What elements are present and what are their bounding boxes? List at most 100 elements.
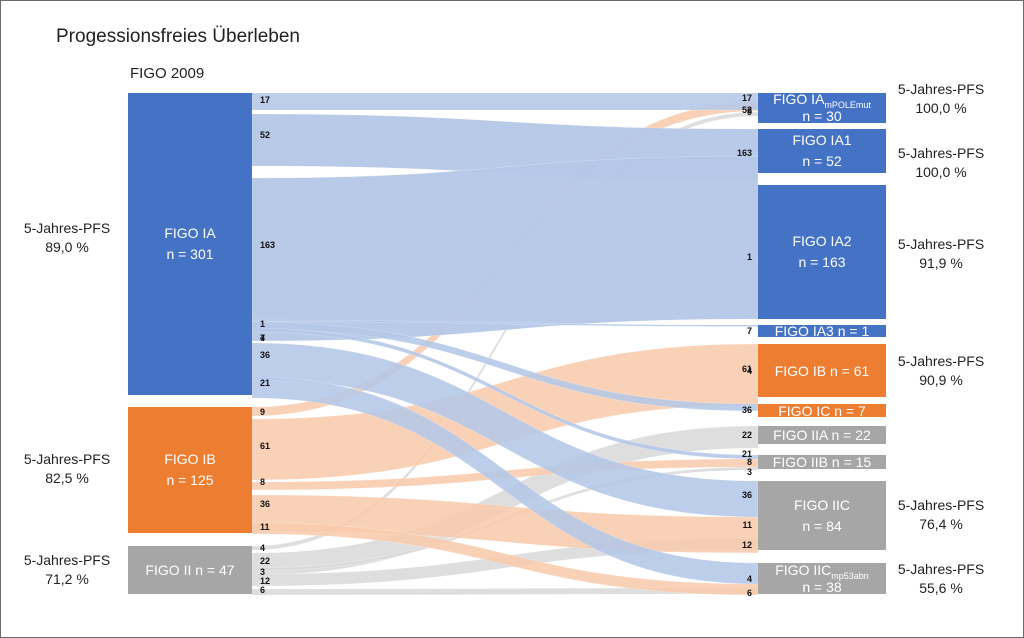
flow-count-right: 52 xyxy=(741,105,752,115)
node-figo-iic-mp53abn: FIGO IICmp53abn n = 38 xyxy=(758,561,886,595)
flow-count-right: 4 xyxy=(746,574,752,584)
node-figo-ia-mpolemut-sub: mPOLEmut xyxy=(824,100,871,110)
node-figo-iic-n: n = 84 xyxy=(802,517,842,534)
node-figo-ic-name: FIGO IC n = 7 xyxy=(778,402,866,419)
flow-count-right: 6 xyxy=(746,588,752,598)
flow-count-right: 17 xyxy=(741,93,752,103)
pfs-label: 5-Jahres-PFS xyxy=(897,561,985,577)
pfs-value: 91,9 % xyxy=(919,255,963,271)
flow-count-right: 22 xyxy=(741,430,752,440)
flow-count-left: 9 xyxy=(260,407,266,417)
pfs-figo-ia1: 5-Jahres-PFS 100,0 % xyxy=(886,144,996,182)
pfs-label: 5-Jahres-PFS xyxy=(897,145,985,161)
flow-count-left: 36 xyxy=(260,499,271,509)
node-figo-ii-2009: FIGO II n = 47 xyxy=(128,546,252,594)
pfs-figo-ia-2009: 5-Jahres-PFS 89,0 % xyxy=(12,219,122,257)
pfs-figo-ii-2009: 5-Jahres-PFS 71,2 % xyxy=(12,551,122,589)
pfs-value: 90,9 % xyxy=(919,372,963,388)
node-figo-ic: FIGO IC n = 7 xyxy=(758,402,886,419)
node-figo-iib-name: FIGO IIB n = 15 xyxy=(772,454,872,470)
pfs-label: 5-Jahres-PFS xyxy=(23,552,111,568)
flow-band xyxy=(251,92,759,111)
flow-band xyxy=(251,522,759,596)
node-figo-iic-mp53abn-name: FIGO IIC xyxy=(775,561,832,578)
flow-count-right: 36 xyxy=(741,490,752,500)
node-figo-ia1: FIGO IA1 n = 52 xyxy=(758,129,886,173)
flow-count-right: 8 xyxy=(746,457,752,467)
figure-title: Progessionsfreies Überleben xyxy=(56,26,300,47)
node-figo-ib-name: FIGO IB n = 61 xyxy=(774,362,870,379)
node-figo-ia-mpolemut: FIGO IAmPOLEmut n = 30 xyxy=(758,91,886,124)
node-figo-iic-mp53abn-n: n = 38 xyxy=(802,578,842,595)
pfs-label: 5-Jahres-PFS xyxy=(897,497,985,513)
flow-count-right: 11 xyxy=(742,520,752,530)
node-figo-ia-2009-n: n = 301 xyxy=(166,246,214,262)
pfs-label: 5-Jahres-PFS xyxy=(897,81,985,97)
node-figo-ia1-n: n = 52 xyxy=(802,153,842,169)
node-figo-iib: FIGO IIB n = 15 xyxy=(758,455,886,469)
node-figo-ib: FIGO IB n = 61 xyxy=(758,344,886,397)
flow-count-left: 4 xyxy=(260,543,266,553)
node-figo-iic-name: FIGO IIC xyxy=(794,496,850,513)
pfs-figo-ia2: 5-Jahres-PFS 91,9 % xyxy=(886,235,996,273)
flow-count-left: 6 xyxy=(260,585,266,595)
flow-count-right: 9 xyxy=(746,107,752,117)
flow-count-left: 7 xyxy=(260,333,266,343)
flow-count-right: 21 xyxy=(741,449,752,459)
pfs-label: 5-Jahres-PFS xyxy=(897,353,985,369)
pfs-figo-iic: 5-Jahres-PFS 76,4 % xyxy=(886,496,996,534)
node-figo-ib-2009: FIGO IB n = 125 xyxy=(128,407,252,533)
flow-count-left: 1 xyxy=(260,319,266,329)
pfs-figo-iic-mp53abn: 5-Jahres-PFS 55,6 % xyxy=(886,560,996,598)
node-figo-ia-2009: FIGO IA n = 301 xyxy=(128,93,252,395)
flow-count-right: 36 xyxy=(741,405,752,415)
node-figo-iia: FIGO IIA n = 22 xyxy=(758,426,886,444)
pfs-value: 100,0 % xyxy=(915,100,967,116)
node-figo-ib-2009-name: FIGO IB xyxy=(164,451,216,467)
flow-count-right: 1 xyxy=(746,252,752,262)
pfs-value: 76,4 % xyxy=(919,516,963,532)
pfs-label: 5-Jahres-PFS xyxy=(23,451,111,467)
node-figo-ii-2009-name: FIGO II n = 47 xyxy=(145,561,235,578)
flow-count-left: 163 xyxy=(260,240,276,250)
pfs-label: 5-Jahres-PFS xyxy=(897,236,985,252)
node-figo-ia2-n: n = 163 xyxy=(798,254,846,270)
pfs-figo-ia-mpolemut: 5-Jahres-PFS 100,0 % xyxy=(886,80,996,118)
pfs-value: 100,0 % xyxy=(915,164,967,180)
node-figo-ia2-name: FIGO IA2 xyxy=(792,233,852,249)
flow-count-left: 12 xyxy=(260,576,271,586)
flow-count-left: 11 xyxy=(260,522,270,532)
flow-count-left: 22 xyxy=(260,556,271,566)
node-figo-iic-mp53abn-sub: mp53abn xyxy=(831,570,869,581)
flow-count-right: 4 xyxy=(746,366,752,376)
pfs-figo-ib: 5-Jahres-PFS 90,9 % xyxy=(886,352,996,390)
node-figo-iia-name: FIGO IIA n = 22 xyxy=(773,427,871,443)
node-figo-ia-2009-name: FIGO IA xyxy=(164,225,216,241)
node-figo-iic: FIGO IIC n = 84 xyxy=(758,481,886,550)
node-figo-ia-mpolemut-n: n = 30 xyxy=(802,108,842,124)
flow-count-right: 12 xyxy=(741,540,752,550)
node-figo-ia-mpolemut-name: FIGO IA xyxy=(773,91,825,107)
node-figo-ib-2009-n: n = 125 xyxy=(166,472,214,488)
flow-count-right: 7 xyxy=(746,326,752,336)
flow-count-left: 17 xyxy=(260,95,271,105)
flow-count-left: 21 xyxy=(260,378,271,388)
pfs-label: 5-Jahres-PFS xyxy=(23,220,111,236)
node-figo-ia1-name: FIGO IA1 xyxy=(792,132,852,148)
node-figo-ia3-name: FIGO IA3 n = 1 xyxy=(774,323,870,339)
flow-band xyxy=(251,155,759,342)
flow-count-right: 3 xyxy=(746,467,752,477)
flow-count-left: 3 xyxy=(260,567,266,577)
flow-count-left: 36 xyxy=(260,350,271,360)
pfs-value: 71,2 % xyxy=(45,571,89,587)
flow-count-left: 52 xyxy=(260,130,271,140)
node-figo-ia3: FIGO IA3 n = 1 xyxy=(758,323,886,339)
left-column-header: FIGO 2009 xyxy=(130,65,205,82)
flow-count-right: 61 xyxy=(741,364,752,374)
flow-count-left: 61 xyxy=(260,441,271,451)
pfs-figo-ib-2009: 5-Jahres-PFS 82,5 % xyxy=(12,450,122,488)
pfs-value: 55,6 % xyxy=(919,580,963,596)
pfs-value: 82,5 % xyxy=(45,470,89,486)
pfs-value: 89,0 % xyxy=(45,239,89,255)
